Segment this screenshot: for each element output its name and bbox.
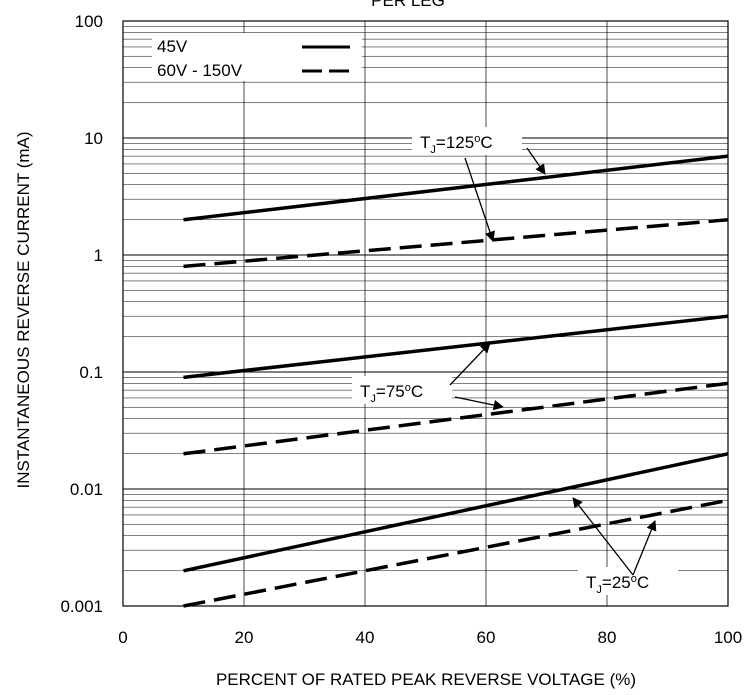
svg-text:TJ=125oC: TJ=125oC xyxy=(420,133,493,156)
annotation-arrows xyxy=(449,147,657,576)
annotation-arrow xyxy=(572,497,634,576)
chart-title: PER LEG xyxy=(371,0,445,10)
series-group xyxy=(183,154,729,608)
x-tick-label: 60 xyxy=(477,628,496,647)
y-axis-label: INSTANTANEOUS REVERSE CURRENT (mA) xyxy=(14,131,33,488)
annotation-arrow xyxy=(454,396,505,411)
series-line xyxy=(183,154,729,222)
ticks-group: 0 20 40 60 80 100 0.001 0.01 0.1 1 10 100 xyxy=(60,12,742,647)
y-tick-label: 0.01 xyxy=(70,480,103,499)
x-tick-label: 100 xyxy=(714,628,742,647)
y-tick-label: 0.001 xyxy=(60,597,103,616)
annotation-arrow xyxy=(449,342,491,386)
plot-frame xyxy=(122,20,729,607)
x-tick-label: 40 xyxy=(356,628,375,647)
annotation-arrow xyxy=(464,157,495,242)
svg-text:TJ=25oC: TJ=25oC xyxy=(586,573,649,596)
annotation-tj75: TJ=75oC xyxy=(352,376,452,405)
annotation-arrow xyxy=(632,520,657,576)
x-tick-label: 0 xyxy=(118,628,127,647)
series-line xyxy=(183,218,729,269)
legend-box xyxy=(152,33,362,81)
y-tick-label: 100 xyxy=(75,12,103,31)
series-line xyxy=(183,314,729,380)
y-tick-label: 0.1 xyxy=(79,363,103,382)
y-tick-label: 1 xyxy=(94,246,103,265)
series-line xyxy=(183,452,729,573)
annotation-arrow xyxy=(526,147,546,175)
x-tick-label: 80 xyxy=(598,628,617,647)
x-tick-label: 20 xyxy=(235,628,254,647)
x-axis-label: PERCENT OF RATED PEAK REVERSE VOLTAGE (%… xyxy=(216,670,636,689)
svg-text:TJ=75oC: TJ=75oC xyxy=(360,382,423,405)
y-tick-label: 10 xyxy=(84,129,103,148)
legend-label-60-150v: 60V - 150V xyxy=(157,61,243,80)
legend-label-45v: 45V xyxy=(157,37,188,56)
annotation-tj125: TJ=125oC xyxy=(412,127,522,156)
legend: 45V 60V - 150V xyxy=(152,33,362,81)
grid xyxy=(123,21,728,606)
annotation-tj25: TJ=25oC xyxy=(578,567,678,596)
